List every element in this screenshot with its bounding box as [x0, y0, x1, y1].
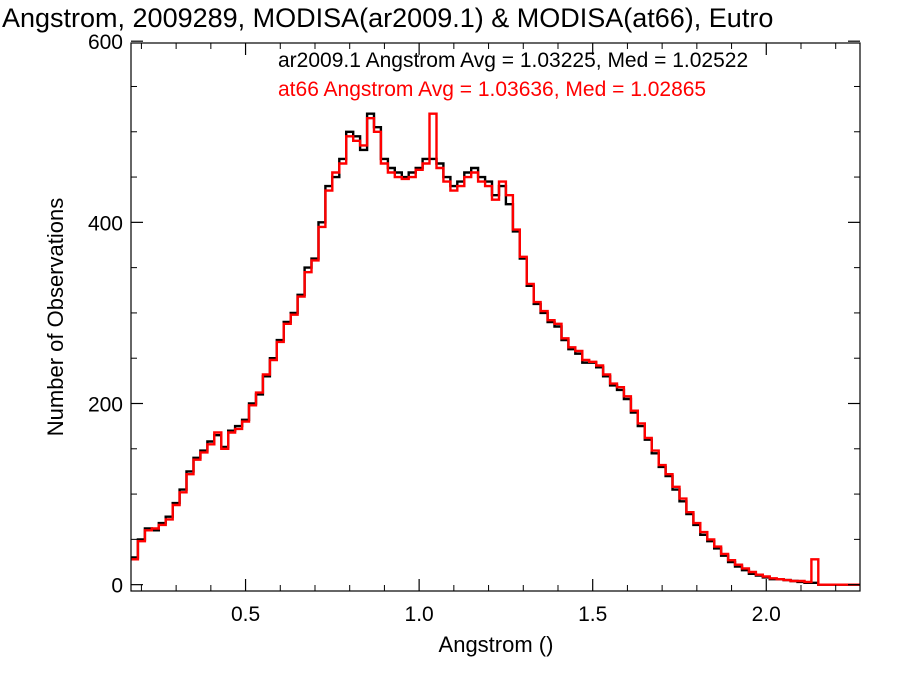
y-axis-label: Number of Observations — [43, 198, 68, 436]
plot-frame — [130, 42, 861, 592]
y-tick-label: 600 — [88, 31, 123, 54]
x-axis-label: Angstrom () — [439, 632, 554, 657]
legend-at66-stats: at66 Angstrom Avg = 1.03636, Med = 1.028… — [278, 78, 706, 101]
x-tick-label: 1.5 — [578, 603, 607, 626]
series-line-at66 — [131, 112, 860, 586]
y-tick-label: 200 — [88, 394, 123, 417]
x-tick-label: 0.5 — [231, 603, 260, 626]
y-tick-label: 400 — [88, 212, 123, 235]
y-tick-label: 0 — [111, 575, 123, 598]
legend-ar2009-stats: ar2009.1 Angstrom Avg = 1.03225, Med = 1… — [278, 49, 748, 72]
x-tick-label: 2.0 — [752, 603, 781, 626]
x-tick-label: 1.0 — [405, 603, 434, 626]
chart-title: Angstrom, 2009289, MODISA(ar2009.1) & MO… — [2, 3, 773, 33]
